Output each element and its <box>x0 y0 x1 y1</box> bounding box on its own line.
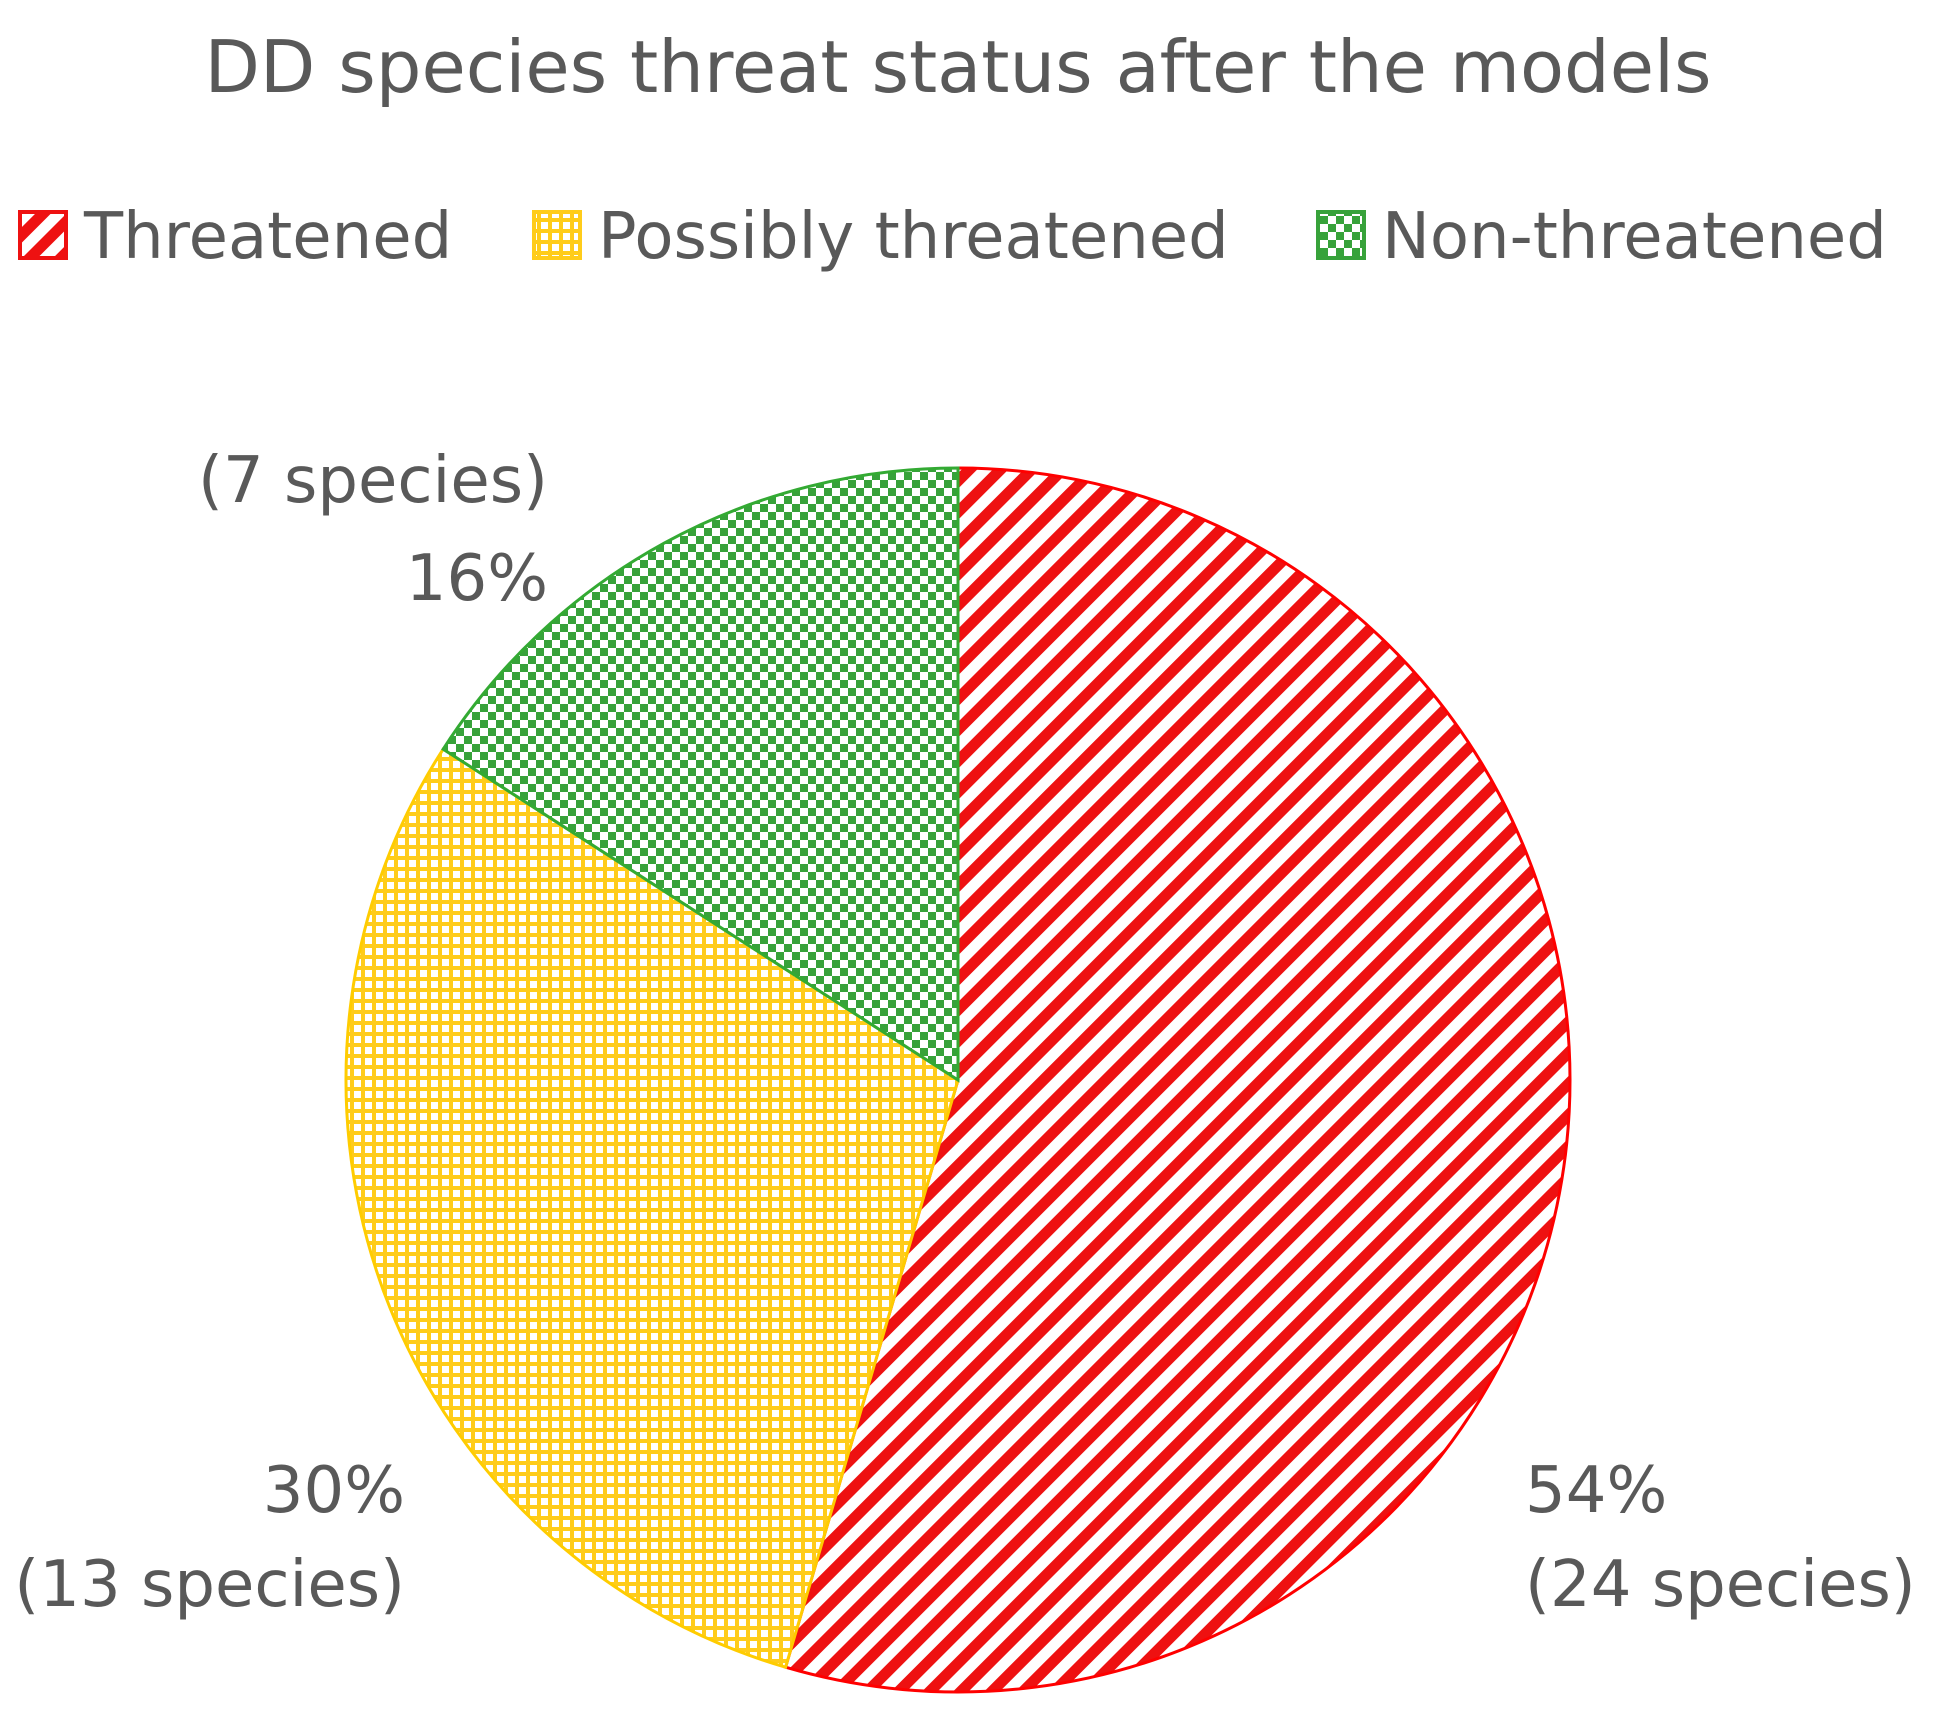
legend-item-threatened: Threatened <box>18 200 452 274</box>
data-label-threatened-percent: 54% <box>1525 1454 1667 1528</box>
legend-item-non-threatened: Non-threatened <box>1316 200 1887 274</box>
legend-swatch-possibly-threatened <box>532 210 582 260</box>
data-label-threatened-count: (24 species) <box>1525 1548 1916 1622</box>
data-label-non-threatened-percent: 16% <box>406 542 548 616</box>
legend-item-possibly-threatened: Possibly threatened <box>532 200 1229 274</box>
data-label-non-threatened-count: (7 species) <box>198 444 548 518</box>
legend-label-possibly-threatened: Possibly threatened <box>598 200 1229 274</box>
legend: Threatened Possibly threatened Non-threa… <box>18 200 1887 274</box>
legend-swatch-threatened <box>18 210 68 260</box>
pie-slices <box>344 466 1572 1694</box>
pie-slice-possibly-threatened <box>344 747 960 1670</box>
data-label-possibly-threatened-count: (13 species) <box>14 1548 405 1622</box>
pie-slice-non-threatened <box>441 466 960 1083</box>
pie-slice-threatened <box>783 466 1572 1694</box>
data-labels: 54% (24 species) 30% (13 species) (7 spe… <box>14 444 1916 1622</box>
chart-title: DD species threat status after the model… <box>204 25 1711 109</box>
data-label-possibly-threatened-percent: 30% <box>263 1454 405 1528</box>
legend-swatch-non-threatened <box>1316 210 1366 260</box>
legend-label-non-threatened: Non-threatened <box>1382 200 1887 274</box>
legend-label-threatened: Threatened <box>83 200 452 274</box>
